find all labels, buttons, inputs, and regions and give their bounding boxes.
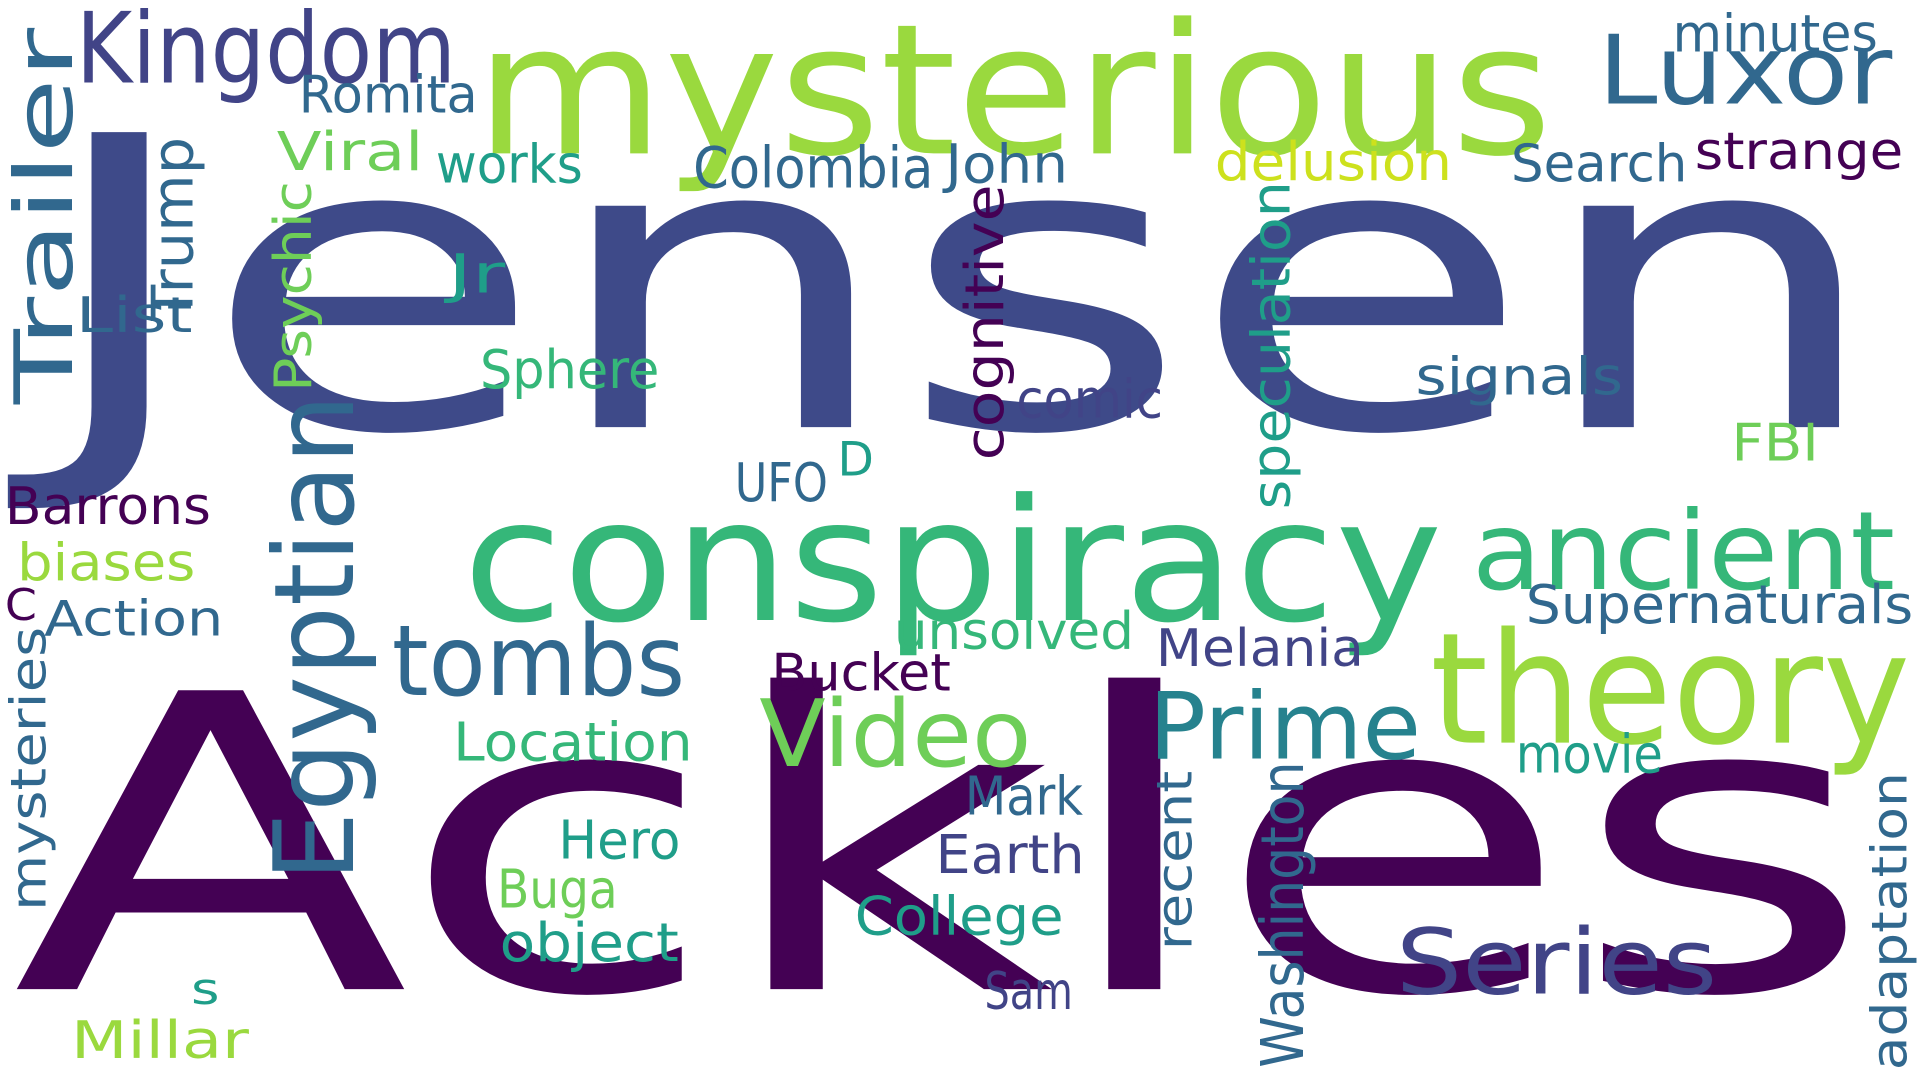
- word-video: Video: [759, 679, 1032, 789]
- word-object: object: [499, 912, 679, 976]
- word-strange: strange: [1694, 121, 1904, 182]
- word-buga: Buga: [497, 858, 618, 922]
- word-list: List: [75, 287, 193, 345]
- word-movie: movie: [1515, 724, 1663, 787]
- word-washington: Washington: [1248, 761, 1317, 1068]
- word-jr: Jr: [448, 244, 506, 307]
- word-romita: Romita: [298, 65, 478, 126]
- word-search: Search: [1511, 134, 1688, 194]
- word-fbi: FBI: [1731, 413, 1819, 473]
- word-biases: biases: [17, 533, 196, 593]
- word-kingdom: Kingdom: [75, 0, 456, 107]
- word-adaptation: adaptation: [1861, 772, 1920, 1071]
- word-ackles: Ackles: [12, 608, 1874, 1080]
- word-luxor: Luxor: [1597, 16, 1893, 127]
- word-earth: Earth: [935, 824, 1085, 887]
- word-psychic: Psychic: [263, 181, 324, 392]
- word-comic: comic: [1016, 369, 1163, 432]
- word-college: College: [854, 885, 1064, 949]
- word-cognitive: cognitive: [954, 184, 1017, 461]
- word-john: John: [945, 134, 1069, 197]
- word-sphere: Sphere: [480, 339, 660, 402]
- word-trailer: Trailer: [0, 27, 92, 405]
- word-jensen: Jensen: [36, 52, 1887, 524]
- word-sam: Sam: [984, 961, 1073, 1022]
- word-millar: Millar: [71, 1010, 249, 1071]
- word-c: C: [4, 581, 37, 631]
- word-tombs: tombs: [391, 603, 686, 719]
- word-ancient: ancient: [1471, 489, 1896, 616]
- word-mysteries: mysteries: [0, 626, 59, 912]
- word-viral: Viral: [276, 121, 424, 184]
- word-action: Action: [44, 590, 224, 649]
- word-conspiracy: conspiracy: [462, 462, 1443, 661]
- word-d: D: [837, 431, 874, 487]
- word-mysterious: mysterious: [475, 0, 1553, 197]
- word-series: Series: [1395, 911, 1718, 1016]
- word-prime: Prime: [1148, 672, 1422, 781]
- word-unsolved: unsolved: [893, 601, 1134, 662]
- word-works: works: [435, 134, 583, 197]
- word-recent: recent: [1146, 770, 1205, 951]
- word-colombia: Colombia: [693, 133, 934, 202]
- word-hero: Hero: [558, 809, 681, 873]
- word-s: s: [191, 965, 220, 1016]
- word-delusion: delusion: [1214, 131, 1453, 194]
- word-supernaturals: Supernaturals: [1525, 574, 1914, 638]
- word-speculation: speculation: [1241, 181, 1304, 510]
- word-mark: Mark: [964, 765, 1084, 829]
- word-minutes: minutes: [1672, 4, 1878, 65]
- word-signals: signals: [1415, 347, 1623, 407]
- word-bucket: Bucket: [771, 643, 951, 704]
- word-ufo: UFO: [734, 452, 828, 515]
- word-barrons: Barrons: [4, 476, 211, 537]
- word-egyptian: Egyptian: [249, 394, 380, 882]
- word-location: Location: [453, 712, 693, 775]
- word-melania: Melania: [1155, 618, 1364, 679]
- word-theory: theory: [1430, 600, 1911, 781]
